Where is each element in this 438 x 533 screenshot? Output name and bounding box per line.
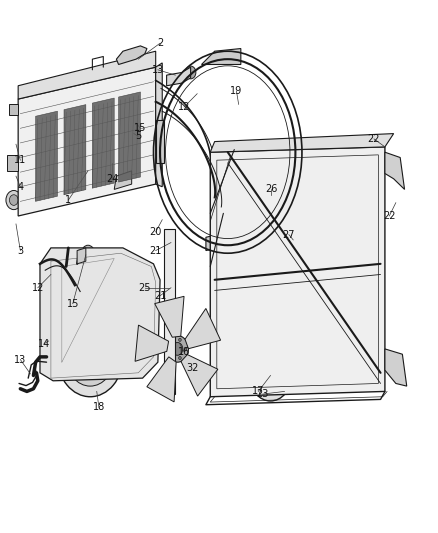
Polygon shape (40, 248, 160, 381)
Text: 20: 20 (149, 227, 162, 237)
Circle shape (224, 366, 231, 374)
Polygon shape (10, 104, 18, 115)
Circle shape (264, 366, 271, 374)
Polygon shape (164, 229, 175, 394)
Text: 27: 27 (283, 230, 295, 240)
Circle shape (184, 348, 187, 351)
Circle shape (57, 317, 123, 397)
Circle shape (75, 338, 106, 375)
Polygon shape (210, 147, 385, 397)
Circle shape (127, 117, 141, 134)
Circle shape (131, 122, 138, 130)
Circle shape (10, 195, 18, 205)
Polygon shape (92, 98, 114, 188)
Circle shape (170, 353, 173, 356)
Circle shape (66, 328, 114, 386)
Text: 21: 21 (154, 290, 166, 301)
Text: 16: 16 (178, 346, 190, 357)
Text: 14: 14 (38, 338, 50, 349)
Polygon shape (185, 309, 221, 349)
Text: 12: 12 (178, 102, 190, 112)
Text: 18: 18 (93, 402, 105, 413)
Circle shape (85, 249, 92, 257)
Polygon shape (155, 120, 164, 163)
Circle shape (167, 370, 172, 375)
Circle shape (263, 366, 279, 385)
Text: 24: 24 (106, 174, 118, 184)
Text: 21: 21 (149, 246, 162, 255)
Polygon shape (18, 51, 155, 99)
Circle shape (179, 357, 181, 360)
Text: 15: 15 (67, 298, 79, 309)
Circle shape (303, 366, 310, 374)
Text: 13: 13 (14, 354, 26, 365)
Circle shape (6, 190, 21, 209)
Circle shape (250, 350, 291, 401)
Polygon shape (35, 111, 57, 201)
Polygon shape (18, 67, 155, 216)
Polygon shape (166, 67, 191, 86)
Polygon shape (135, 325, 169, 361)
Circle shape (185, 66, 196, 79)
Polygon shape (181, 354, 218, 396)
Polygon shape (385, 152, 405, 189)
Text: 4: 4 (17, 182, 23, 192)
Text: 3: 3 (17, 246, 23, 255)
Circle shape (84, 349, 97, 365)
Text: 12: 12 (32, 283, 44, 293)
Circle shape (283, 366, 290, 374)
Text: 11: 11 (14, 155, 26, 165)
Text: 2: 2 (157, 38, 163, 48)
Text: 22: 22 (383, 211, 396, 221)
Polygon shape (147, 357, 176, 402)
Text: 5: 5 (135, 131, 141, 141)
Text: 13: 13 (152, 65, 164, 75)
Circle shape (81, 245, 95, 261)
Text: 15: 15 (134, 123, 147, 133)
Circle shape (267, 371, 274, 379)
Polygon shape (77, 248, 86, 264)
Polygon shape (206, 229, 241, 251)
Circle shape (322, 366, 329, 374)
Circle shape (167, 338, 172, 344)
Polygon shape (119, 92, 141, 182)
Text: 26: 26 (265, 184, 278, 195)
Text: 17: 17 (252, 386, 265, 397)
Text: 25: 25 (138, 283, 151, 293)
Polygon shape (7, 155, 18, 171)
Polygon shape (114, 171, 132, 189)
Circle shape (170, 342, 173, 345)
Circle shape (42, 336, 53, 349)
Text: 32: 32 (187, 362, 199, 373)
Polygon shape (201, 49, 241, 64)
Text: 1: 1 (65, 195, 71, 205)
Circle shape (167, 360, 172, 365)
Polygon shape (385, 349, 407, 386)
Circle shape (172, 343, 183, 356)
Text: 23: 23 (257, 389, 269, 399)
Circle shape (45, 339, 50, 345)
Text: 22: 22 (368, 134, 380, 144)
Circle shape (244, 366, 251, 374)
Circle shape (166, 336, 188, 362)
Circle shape (167, 349, 172, 354)
Circle shape (179, 338, 181, 342)
Polygon shape (155, 296, 184, 337)
Circle shape (255, 357, 286, 394)
Polygon shape (210, 134, 394, 152)
Text: 19: 19 (230, 86, 243, 96)
Polygon shape (64, 104, 86, 195)
Polygon shape (155, 63, 162, 187)
Polygon shape (117, 46, 147, 64)
